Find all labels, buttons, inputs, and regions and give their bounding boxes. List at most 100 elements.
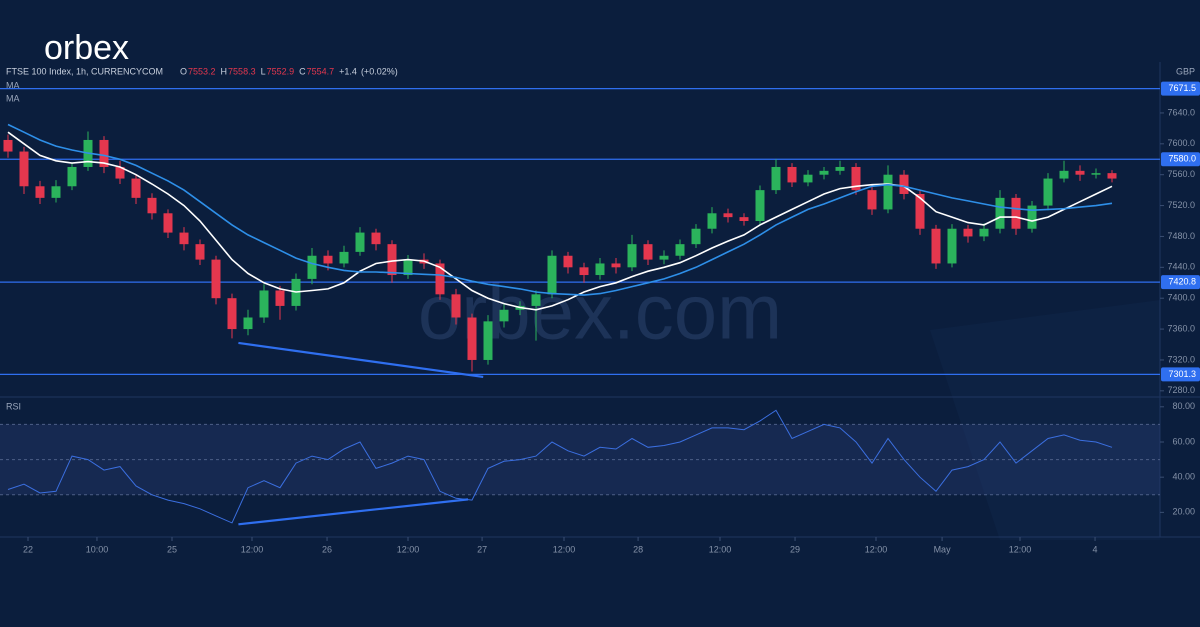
- candle-body: [547, 255, 557, 295]
- y-tick-label: 7480.0: [1167, 231, 1195, 241]
- x-tick-label: 26: [322, 544, 332, 554]
- candle-body: [787, 166, 797, 183]
- y-tick-label: 7320.0: [1167, 354, 1195, 364]
- decor: [930, 300, 1160, 540]
- candle-body: [1075, 170, 1085, 175]
- candle-body: [707, 213, 717, 229]
- x-tick-label: May: [934, 544, 952, 554]
- ohlc-value: 7554.7: [307, 66, 335, 76]
- candle-body: [483, 321, 493, 360]
- candle-body: [67, 166, 77, 187]
- level-label: 7580.0: [1168, 154, 1196, 164]
- candle-body: [387, 244, 397, 276]
- candle-body: [323, 255, 333, 264]
- candle-body: [1043, 178, 1053, 206]
- candle-body: [883, 174, 893, 210]
- y-tick-label: 20.00: [1172, 507, 1195, 517]
- candle-body: [195, 244, 205, 260]
- candle-body: [3, 139, 13, 152]
- candle-body: [627, 244, 637, 268]
- candle-body: [371, 232, 381, 245]
- candle-body: [1011, 197, 1021, 229]
- level-tag: [1161, 152, 1200, 167]
- candle-body: [99, 139, 109, 167]
- candle-body: [819, 170, 829, 175]
- series-line: [7, 131, 1113, 311]
- candle-body: [403, 259, 413, 276]
- candle-body: [259, 290, 269, 318]
- candle-body: [1027, 205, 1037, 229]
- candle-body: [835, 166, 845, 171]
- candle-body: [691, 228, 701, 245]
- y-tick-label: 80.00: [1172, 401, 1195, 411]
- ohlc-key: O: [180, 66, 187, 76]
- candle-body: [1091, 173, 1101, 175]
- candle-body: [243, 317, 253, 330]
- candle-body: [611, 263, 621, 268]
- ohlc-key: L: [261, 66, 266, 76]
- candle-body: [963, 228, 973, 237]
- ohlc-key: H: [221, 66, 228, 76]
- candle-body: [643, 244, 653, 260]
- change-pct: (+0.02%): [361, 66, 398, 76]
- y-tick-label: 7280.0: [1167, 385, 1195, 395]
- y-tick-label: 7400.0: [1167, 293, 1195, 303]
- y-tick-label: 7520.0: [1167, 200, 1195, 210]
- candle-body: [867, 190, 877, 210]
- candle-body: [915, 193, 925, 229]
- candle-body: [451, 294, 461, 318]
- candle-body: [163, 213, 173, 233]
- candle-body: [531, 294, 541, 306]
- x-tick-label: 12:00: [553, 544, 576, 554]
- y-tick-label: 40.00: [1172, 472, 1195, 482]
- legend-entry: MA: [6, 80, 20, 90]
- x-tick-label: 12:00: [1009, 544, 1032, 554]
- candle-body: [803, 174, 813, 183]
- candle-body: [771, 166, 781, 191]
- candle-body: [51, 186, 61, 198]
- candle-body: [659, 255, 669, 260]
- level-tag: [1161, 275, 1200, 290]
- x-tick-label: 25: [167, 544, 177, 554]
- level-label: 7301.3: [1168, 369, 1196, 379]
- level-label: 7671.5: [1168, 83, 1196, 93]
- candle-body: [131, 178, 141, 198]
- y-tick-label: 7360.0: [1167, 323, 1195, 333]
- x-tick-label: 22: [23, 544, 33, 554]
- candle-body: [931, 228, 941, 264]
- candle-body: [275, 290, 285, 306]
- x-tick-label: 29: [790, 544, 800, 554]
- candle-body: [739, 217, 749, 222]
- candle-body: [339, 251, 349, 264]
- candle-body: [355, 232, 365, 252]
- candle-body: [115, 166, 125, 179]
- x-tick-label: 12:00: [865, 544, 888, 554]
- x-tick-label: 28: [633, 544, 643, 554]
- x-tick-label: 12:00: [397, 544, 420, 554]
- ohlc-value: 7553.2: [188, 66, 216, 76]
- level-tag: [1161, 367, 1200, 382]
- ohlc-value: 7558.3: [228, 66, 256, 76]
- legend-entry: MA: [6, 93, 20, 103]
- candle-body: [995, 197, 1005, 229]
- candle-body: [979, 228, 989, 237]
- change: +1.4: [339, 66, 357, 76]
- logo: orbex: [44, 29, 129, 67]
- x-tick-label: 10:00: [86, 544, 109, 554]
- x-tick-label: 4: [1093, 544, 1098, 554]
- currency: GBP: [1176, 66, 1195, 76]
- y-tick-label: 7640.0: [1167, 107, 1195, 117]
- candle-body: [307, 255, 317, 279]
- x-tick-label: 27: [477, 544, 487, 554]
- trendline: [238, 341, 484, 379]
- candle-body: [675, 244, 685, 256]
- candle-body: [499, 309, 509, 322]
- ohlc-value: 7552.9: [267, 66, 295, 76]
- trendline: [238, 498, 469, 526]
- candle-body: [19, 151, 29, 187]
- level-label: 7420.8: [1168, 277, 1196, 287]
- y-tick-label: 7440.0: [1167, 262, 1195, 272]
- level-tag: [1161, 81, 1200, 96]
- y-tick-label: 60.00: [1172, 436, 1195, 446]
- candle-body: [467, 317, 477, 360]
